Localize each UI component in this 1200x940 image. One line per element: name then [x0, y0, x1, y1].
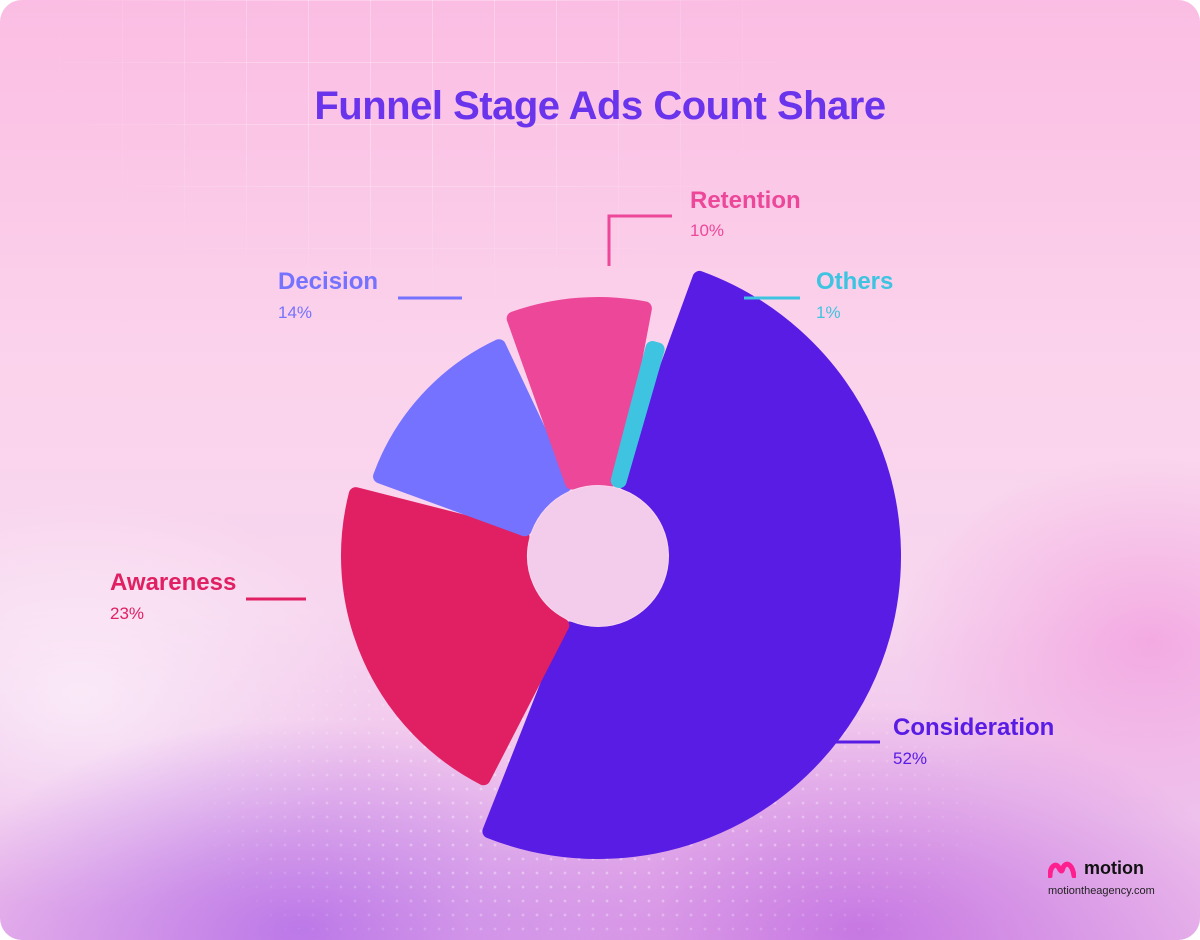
slice-awareness — [341, 487, 570, 786]
background-grid — [60, 0, 780, 300]
label-retention: Retention — [690, 187, 801, 214]
value-label-awareness: 23% — [110, 604, 144, 623]
value-label-consideration: 52% — [893, 749, 927, 768]
brand-block: motion motiontheagency.com — [1048, 858, 1155, 897]
brand-name: motion — [1084, 858, 1144, 878]
label-awareness: Awareness — [110, 569, 236, 596]
value-label-others: 1% — [816, 303, 841, 322]
slice-retention — [506, 297, 652, 490]
slice-decision — [373, 339, 572, 537]
donut-hole — [528, 486, 668, 626]
slice-consideration — [482, 270, 901, 859]
leader-line-retention — [607, 214, 672, 266]
label-decision: Decision — [278, 268, 378, 295]
label-others: Others — [816, 268, 893, 295]
slice-others — [610, 341, 665, 489]
label-consideration: Consideration — [893, 714, 1054, 741]
chart-title: Funnel Stage Ads Count Share — [314, 84, 886, 128]
value-label-decision: 14% — [278, 303, 312, 322]
value-label-retention: 10% — [690, 221, 724, 240]
brand-url: motiontheagency.com — [1048, 885, 1155, 897]
motion-logo-icon — [1048, 861, 1076, 878]
